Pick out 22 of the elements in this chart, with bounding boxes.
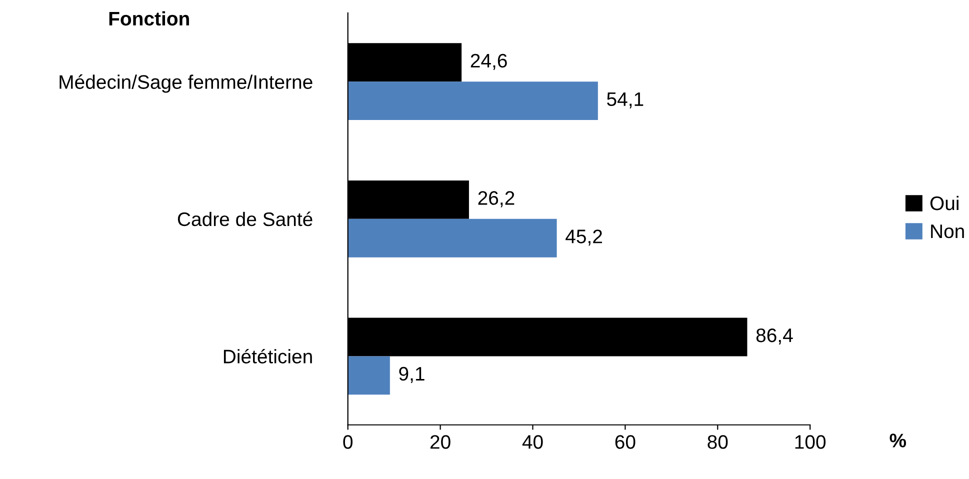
x-tick-label: 0 [343, 435, 353, 449]
bar [348, 82, 598, 120]
data-label: 86,4 [756, 328, 793, 345]
x-tick-label: 80 [708, 435, 728, 449]
x-axis-title: % [890, 434, 906, 448]
data-label: 54,1 [607, 92, 644, 108]
y-tick-label: Médecin/Sage femme/Interne [60, 74, 312, 93]
legend-label: Oui [930, 196, 958, 210]
bar [348, 218, 557, 258]
x-tick-label: 60 [615, 435, 636, 449]
bar [348, 356, 390, 395]
y-tick-label: Diététicien [224, 348, 312, 364]
x-tick-label: 100 [795, 435, 826, 449]
y-tick-label: Cadre de Santé [178, 212, 312, 226]
data-label: 9,1 [399, 366, 424, 383]
x-tick-label: 20 [430, 435, 450, 449]
data-label: 26,2 [478, 191, 514, 208]
legend-label: Non [931, 224, 964, 238]
y-axis-title: Fonction [109, 11, 189, 26]
data-label: 45,2 [566, 230, 602, 246]
data-label: 24,6 [470, 54, 507, 70]
x-tick-label: 40 [522, 435, 543, 449]
